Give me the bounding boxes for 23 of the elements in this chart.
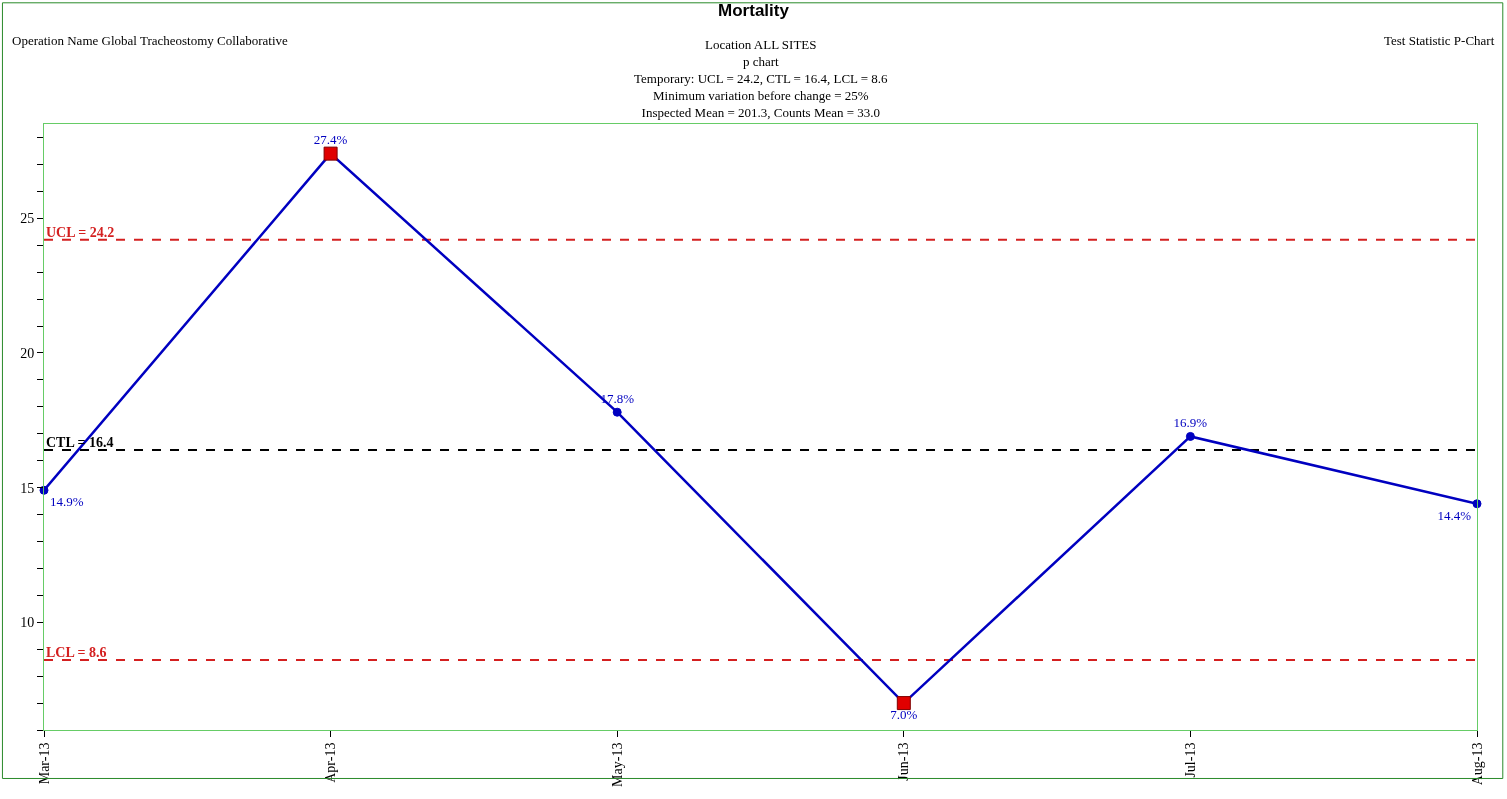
x-tick-label: Apr-13 (323, 742, 339, 783)
x-tick-label: May-13 (609, 742, 625, 787)
data-label: 27.4% (313, 132, 348, 148)
x-tick-label: Jun-13 (896, 742, 912, 781)
data-label: 7.0% (890, 706, 918, 722)
data-label: 14.9% (50, 494, 84, 510)
ref-line-label: LCL = 8.6 (46, 645, 107, 660)
x-tick-label: Mar-13 (36, 742, 52, 785)
text: Test Statistic P-Chart (1384, 33, 1495, 48)
y-tick-label: 20 (20, 345, 35, 361)
ref-line-label: UCL = 24.2 (46, 225, 115, 240)
chart-subtitle: Location ALL SITES p chart Temporary: UCL = 24.2, CTL = 16.4, LCL = 8.6 Minimum variation before change = 25% Inspected Mean = 201.3, Counts Mean = 33.0 (634, 37, 889, 120)
x-tick-label: Aug-13 (1469, 742, 1485, 786)
ref-line-label: CTL = 16.4 (46, 435, 114, 450)
text: Operation Name Global Tracheostomy Collaborative (12, 33, 289, 48)
y-tick-label: 25 (20, 211, 35, 227)
y-tick-label: 15 (20, 480, 35, 496)
data-label: 16.9% (1173, 415, 1208, 431)
y-tick-label: 10 (20, 615, 35, 631)
chart-title: Mortality (718, 0, 790, 20)
x-tick-label: Jul-13 (1182, 742, 1198, 778)
data-label: 14.4% (1437, 507, 1472, 523)
data-label: 17.8% (600, 390, 635, 406)
